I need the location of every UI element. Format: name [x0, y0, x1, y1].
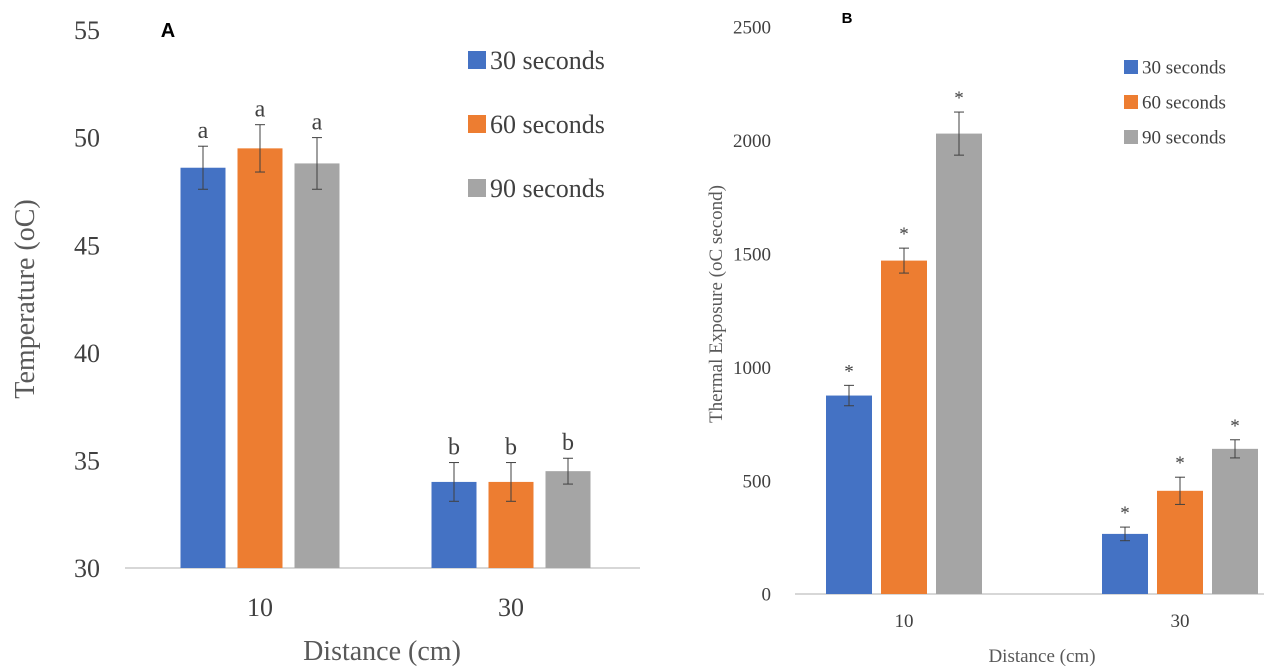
y-tick-label: 2500: [733, 18, 771, 39]
bar-90-seconds-10: [936, 133, 982, 594]
legend-label: 30 seconds: [490, 46, 605, 75]
legend-swatch-90-seconds: [1124, 130, 1138, 144]
legend: 30 seconds 60 seconds 90 seconds: [468, 46, 605, 203]
x-axis-title: Distance (cm): [303, 636, 461, 667]
bar-30-seconds-10: [826, 395, 872, 594]
significance-label: a: [312, 110, 323, 136]
significance-label: b: [448, 435, 460, 461]
legend-swatch-30-seconds: [468, 51, 486, 69]
y-axis-title: Thermal Exposure (oC second): [706, 185, 727, 423]
y-tick-label: 30: [74, 554, 100, 583]
y-tick-label: 40: [74, 339, 100, 368]
legend-swatch-90-seconds: [468, 179, 486, 197]
significance-label: a: [198, 118, 209, 144]
x-tick-label: 10: [247, 593, 273, 622]
legend-swatch-30-seconds: [1124, 60, 1138, 74]
bar-90-seconds-10: [294, 163, 340, 568]
legend-label: 90 seconds: [490, 174, 605, 203]
y-tick-label: 1500: [733, 244, 771, 265]
significance-label: b: [505, 435, 517, 461]
significance-label: *: [1175, 453, 1185, 474]
x-tick-label: 30: [1171, 611, 1190, 632]
chart-panel-a: A 30 35 40 45 50 55 a a a 10 b b b 30 Distance (cm) Temp…: [10, 16, 640, 667]
significance-label: a: [255, 97, 266, 123]
y-tick-label: 35: [74, 447, 100, 476]
bar-90-seconds-30: [1212, 448, 1258, 594]
significance-label: *: [1230, 416, 1240, 437]
panel-label: B: [842, 10, 853, 27]
y-axis-title: Temperature (oC): [10, 199, 41, 398]
x-axis-title: Distance (cm): [988, 646, 1095, 667]
legend-swatch-60-seconds: [1124, 95, 1138, 109]
significance-label: *: [844, 361, 854, 382]
legend-label: 60 seconds: [490, 110, 605, 139]
y-tick-label: 0: [762, 585, 772, 606]
y-tick-label: 45: [74, 231, 100, 260]
panel-label: A: [161, 20, 175, 42]
legend-label: 60 seconds: [1142, 92, 1226, 113]
y-tick-label: 50: [74, 124, 100, 153]
bar-60-seconds-30: [1157, 490, 1203, 594]
significance-label: *: [899, 224, 909, 245]
legend-label: 30 seconds: [1142, 57, 1226, 78]
y-tick-label: 1000: [733, 358, 771, 379]
legend: 30 seconds 60 seconds 90 seconds: [1124, 57, 1226, 148]
legend-label: 90 seconds: [1142, 127, 1226, 148]
significance-label: *: [1120, 503, 1130, 524]
legend-swatch-60-seconds: [468, 115, 486, 133]
bar-30-seconds-10: [180, 167, 226, 568]
bar-30-seconds-30: [1102, 533, 1148, 594]
significance-label: *: [954, 88, 964, 109]
x-tick-label: 10: [895, 611, 914, 632]
x-tick-label: 30: [498, 593, 524, 622]
y-tick-label: 500: [743, 471, 772, 492]
bar-90-seconds-30: [545, 471, 591, 568]
chart-panel-b: B 0 500 1000 1500 2000 2500 * * * 10 * * * 30 Distance …: [706, 10, 1264, 667]
bar-60-seconds-10: [881, 260, 927, 594]
significance-label: b: [562, 430, 574, 456]
bar-60-seconds-10: [237, 148, 283, 569]
y-tick-label: 2000: [733, 131, 771, 152]
y-tick-label: 55: [74, 16, 100, 45]
